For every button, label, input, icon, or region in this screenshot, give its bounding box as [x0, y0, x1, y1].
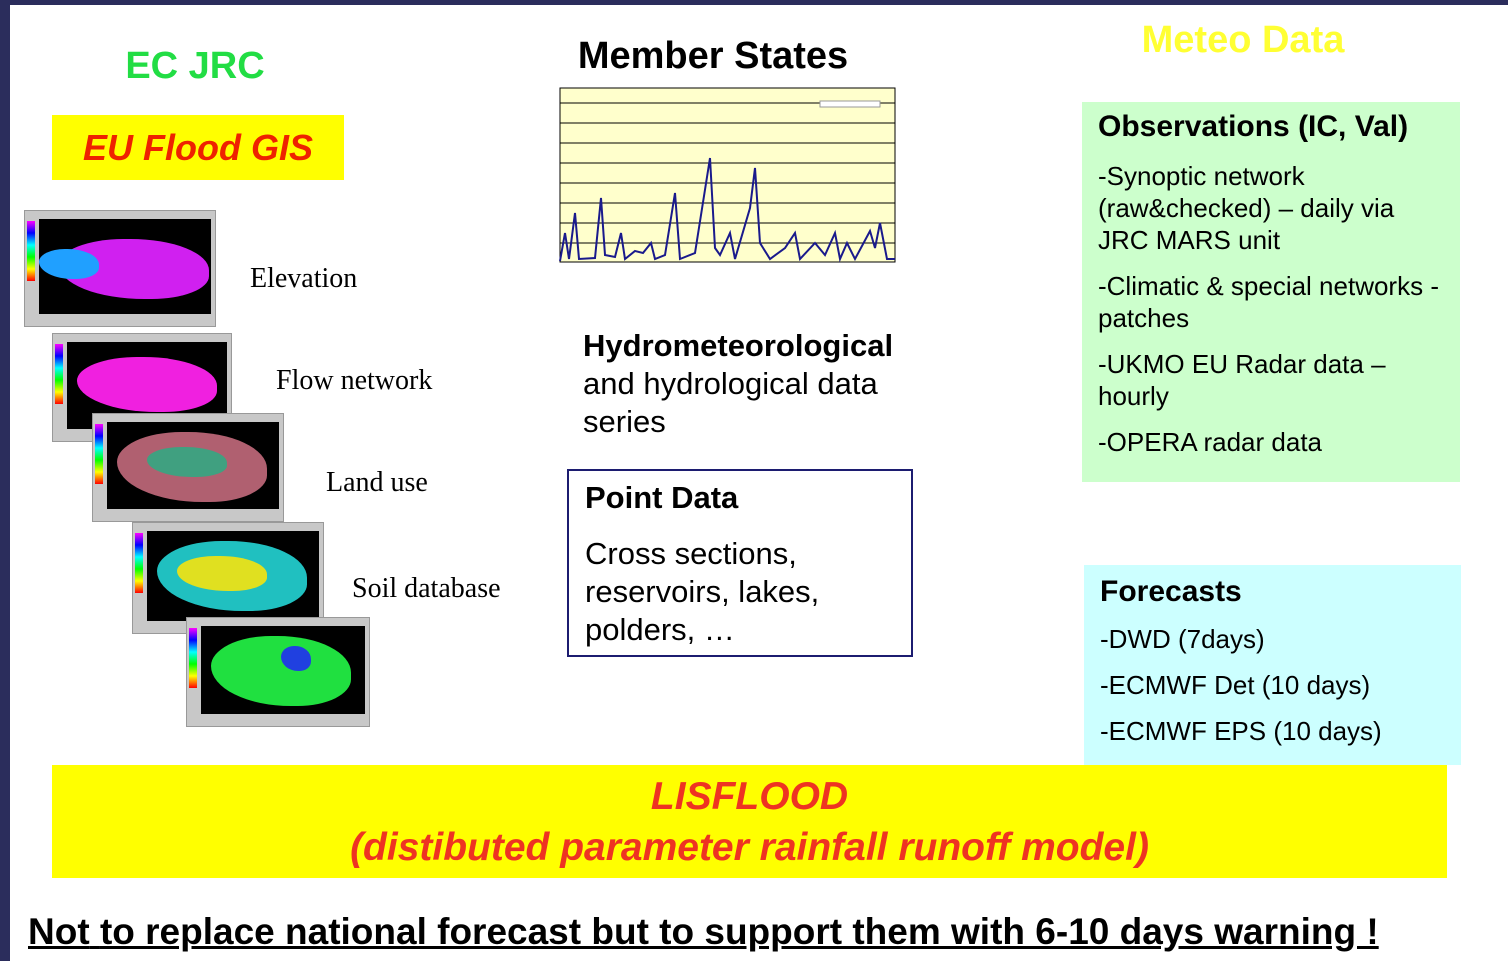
footer-text: to replace national forecast but to supp…	[100, 911, 1379, 952]
forecast-item: -ECMWF EPS (10 days)	[1100, 715, 1445, 747]
point-data-text: Cross sections, reservoirs, lakes, polde…	[585, 535, 895, 649]
hydro-heading: Hydrometeorological	[583, 327, 913, 365]
observation-item: -UKMO EU Radar data – hourly	[1098, 348, 1418, 412]
observations-title: Observations (IC, Val)	[1098, 110, 1444, 144]
hydro-text: and hydrological data series	[583, 365, 913, 441]
point-data-title: Point Data	[585, 479, 895, 517]
gis-label: EU Flood GIS	[52, 115, 344, 180]
forecast-item: -ECMWF Det (10 days)	[1100, 669, 1445, 701]
footer-emphasis: Not	[28, 911, 90, 952]
layer-label: Soil database	[352, 573, 501, 605]
forecasts-box: Forecasts -DWD (7days) -ECMWF Det (10 da…	[1084, 565, 1461, 765]
slide: EC JRC EU Flood GIS Elevation Flow netwo…	[0, 0, 1508, 961]
point-data-box: Point Data Cross sections, reservoirs, l…	[567, 469, 913, 657]
observation-item: -Synoptic network (raw&checked) – daily …	[1098, 160, 1448, 256]
layer-label: Flow network	[276, 365, 432, 397]
observation-item: -Climatic & special networks - patches	[1098, 270, 1448, 334]
observation-item: -OPERA radar data	[1098, 426, 1448, 458]
gis-screenshot	[186, 617, 370, 727]
observations-box: Observations (IC, Val) -Synoptic network…	[1082, 102, 1460, 482]
model-description: (distibuted parameter rainfall runoff mo…	[52, 822, 1447, 873]
hydrograph-image	[535, 83, 905, 288]
right-title: Meteo Data	[1070, 19, 1416, 62]
model-box: LISFLOOD (distibuted parameter rainfall …	[52, 765, 1447, 878]
layer-label: Land use	[326, 467, 428, 499]
left-title: EC JRC	[10, 45, 380, 88]
gis-screenshot	[92, 413, 284, 522]
model-name: LISFLOOD	[52, 771, 1447, 822]
middle-title: Member States	[510, 35, 916, 78]
forecast-item: -DWD (7days)	[1100, 623, 1445, 655]
forecasts-title: Forecasts	[1100, 575, 1445, 609]
layer-label: Elevation	[250, 263, 357, 295]
footer: Not to replace national forecast but to …	[28, 911, 1379, 953]
slide-content: EC JRC EU Flood GIS Elevation Flow netwo…	[10, 5, 1508, 961]
gis-screenshot	[24, 210, 216, 327]
